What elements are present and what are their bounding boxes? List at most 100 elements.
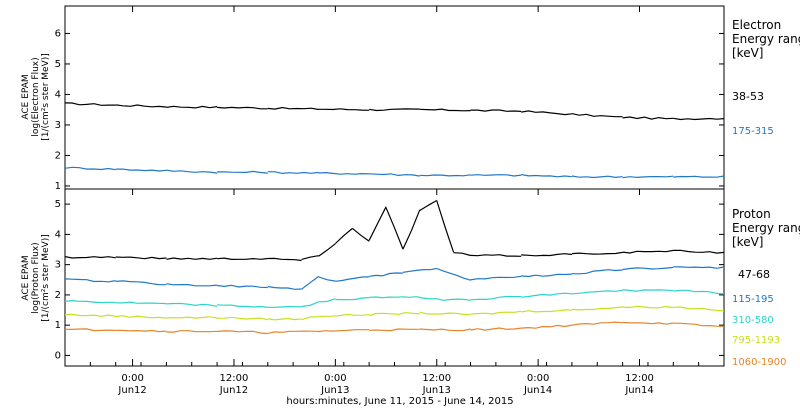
proton-series-0-segment-6 [318,243,336,257]
electron-legend-title2: Energy range [732,32,800,46]
proton-series-1-segment-0 [65,278,116,283]
proton-legend-series-4: 1060-1900 [732,357,787,368]
proton-series-0-segment-4 [267,257,302,262]
proton-ytick-label-2: 2 [55,290,61,301]
proton-series-0-segment-13 [436,200,455,253]
proton-series-2-segment-17 [775,296,800,300]
proton-series-0-segment-12 [419,199,437,212]
proton-legend-series-1: 115-195 [732,294,774,305]
proton-series-0-segment-5 [301,255,319,260]
proton-series-0-segment-3 [217,257,268,261]
xtick-day-0: Jun12 [117,385,146,396]
electron-series-0-segment-0 [65,102,116,106]
electron-series-0-segment-4 [267,106,319,111]
proton-series-4-segment-9 [521,324,573,329]
electron-series-1-segment-13 [723,176,724,178]
proton-series-3-segment-13 [673,306,724,312]
proton-series-3-segment-2 [166,316,218,319]
proton-series-4-segment-14 [775,326,800,329]
proton-series-2-segment-6 [318,298,336,303]
electron-series-0-segment-10 [571,113,623,118]
proton-series-3-segment-8 [419,311,471,316]
proton-series-3-segment-9 [470,310,522,315]
proton-series-1-segment-10 [436,267,471,281]
proton-series-0-segment-0 [65,256,116,259]
electron-series-1-segment-5 [318,171,370,175]
proton-ylabel-line2: log(Proton Flux) [31,242,41,313]
electron-series-1-segment-1 [115,168,167,172]
electron-legend-series-1: 175-315 [732,126,774,137]
electron-series-0-segment-7 [419,108,471,112]
proton-ytick-label-1: 1 [55,320,61,331]
electron-plot-frame [64,5,725,190]
proton-series-3-segment-0 [65,313,116,317]
electron-series-1-segment-12 [673,175,724,178]
proton-series-3-segment-4 [267,317,302,321]
proton-series-0-segment-9 [368,206,387,241]
proton-series-2-segment-7 [335,297,370,301]
electron-legend-title1: Electron [732,18,781,32]
proton-series-0-segment-2 [166,257,218,260]
proton-legend: Proton Energy range [keV] 47-68 115-195 … [732,207,800,368]
proton-series-1-segment-12 [521,273,572,278]
electron-ylabel-line2: log(Electron Flux) [31,57,41,136]
proton-series-2-segment-0 [65,299,116,304]
electron-series-1-segment-4 [267,171,319,175]
proton-series-2-segment-1 [115,301,167,305]
electron-series-1-segment-3 [217,170,268,174]
proton-series-0 [65,199,724,262]
proton-legend-title2: Energy range [732,221,800,235]
proton-series-3-segment-11 [571,306,623,311]
proton-series-0-segment-8 [351,227,370,242]
proton-legend-title1: Proton [732,207,771,221]
time-axis: 0:00Jun1212:00Jun120:00Jun1312:00Jun130:… [64,6,725,396]
proton-series-0-segment-19 [673,249,724,254]
electron-series-0-segment-1 [115,104,167,108]
proton-series-1 [65,266,800,290]
proton-plot-frame [64,188,725,367]
proton-series [65,199,800,335]
xtick-day-3: Jun13 [422,385,451,396]
proton-series-2-segment-4 [267,305,302,308]
proton-series-4 [65,321,800,335]
proton-series-0-segment-18 [622,249,674,254]
proton-series-0-segment-11 [402,209,421,250]
proton-series-1-segment-17 [775,268,800,273]
electron-legend-title3: [keV] [732,46,763,60]
proton-series-1-segment-8 [369,272,403,277]
proton-series-4-segment-11 [622,321,674,325]
xtick-day-4: Jun14 [523,385,552,396]
proton-series-3-segment-3 [217,316,268,321]
proton-series-2-segment-3 [217,304,268,308]
electron-series-0-segment-13 [723,118,724,119]
proton-series-2-segment-11 [470,295,522,301]
proton-series-1-segment-13 [571,269,623,275]
proton-legend-series-3: 795-1193 [732,335,780,346]
electron-series [65,102,800,179]
electron-series-0-segment-11 [622,116,674,120]
proton-series-1-segment-3 [217,284,268,289]
proton-series-3-segment-15 [775,312,800,315]
electron-ytick-label-0: 1 [55,181,61,192]
proton-series-1-segment-15 [673,266,724,269]
proton-series-3-segment-14 [723,309,724,310]
electron-ytick-label-5: 6 [55,28,61,39]
proton-series-2-segment-5 [301,301,319,308]
electron-y-ticks: 1 2 3 4 5 6 [55,28,724,192]
proton-series-1-segment-4 [267,285,302,290]
proton-series-4-segment-6 [369,328,420,332]
proton-series-4-segment-13 [723,326,724,328]
proton-series-4-segment-12 [673,322,724,327]
proton-series-1-segment-9 [402,267,437,273]
electron-series-0-segment-2 [166,105,218,109]
electron-ylabel-line1: ACE EPAM [21,74,31,119]
electron-series-1-segment-14 [775,176,800,177]
proton-series-3-segment-5 [301,316,319,321]
electron-panel: 1 2 3 4 5 6 ACE EPAM log(Electron Flux) [1/(c… [21,5,800,192]
proton-ylabel-line1: ACE EPAM [21,255,31,300]
proton-series-1-segment-5 [301,276,319,290]
electron-series-1-segment-10 [571,175,623,179]
xtick-time-0: 0:00 [121,373,143,384]
proton-series-3-segment-12 [622,305,674,309]
proton-series-1-segment-14 [622,266,674,271]
